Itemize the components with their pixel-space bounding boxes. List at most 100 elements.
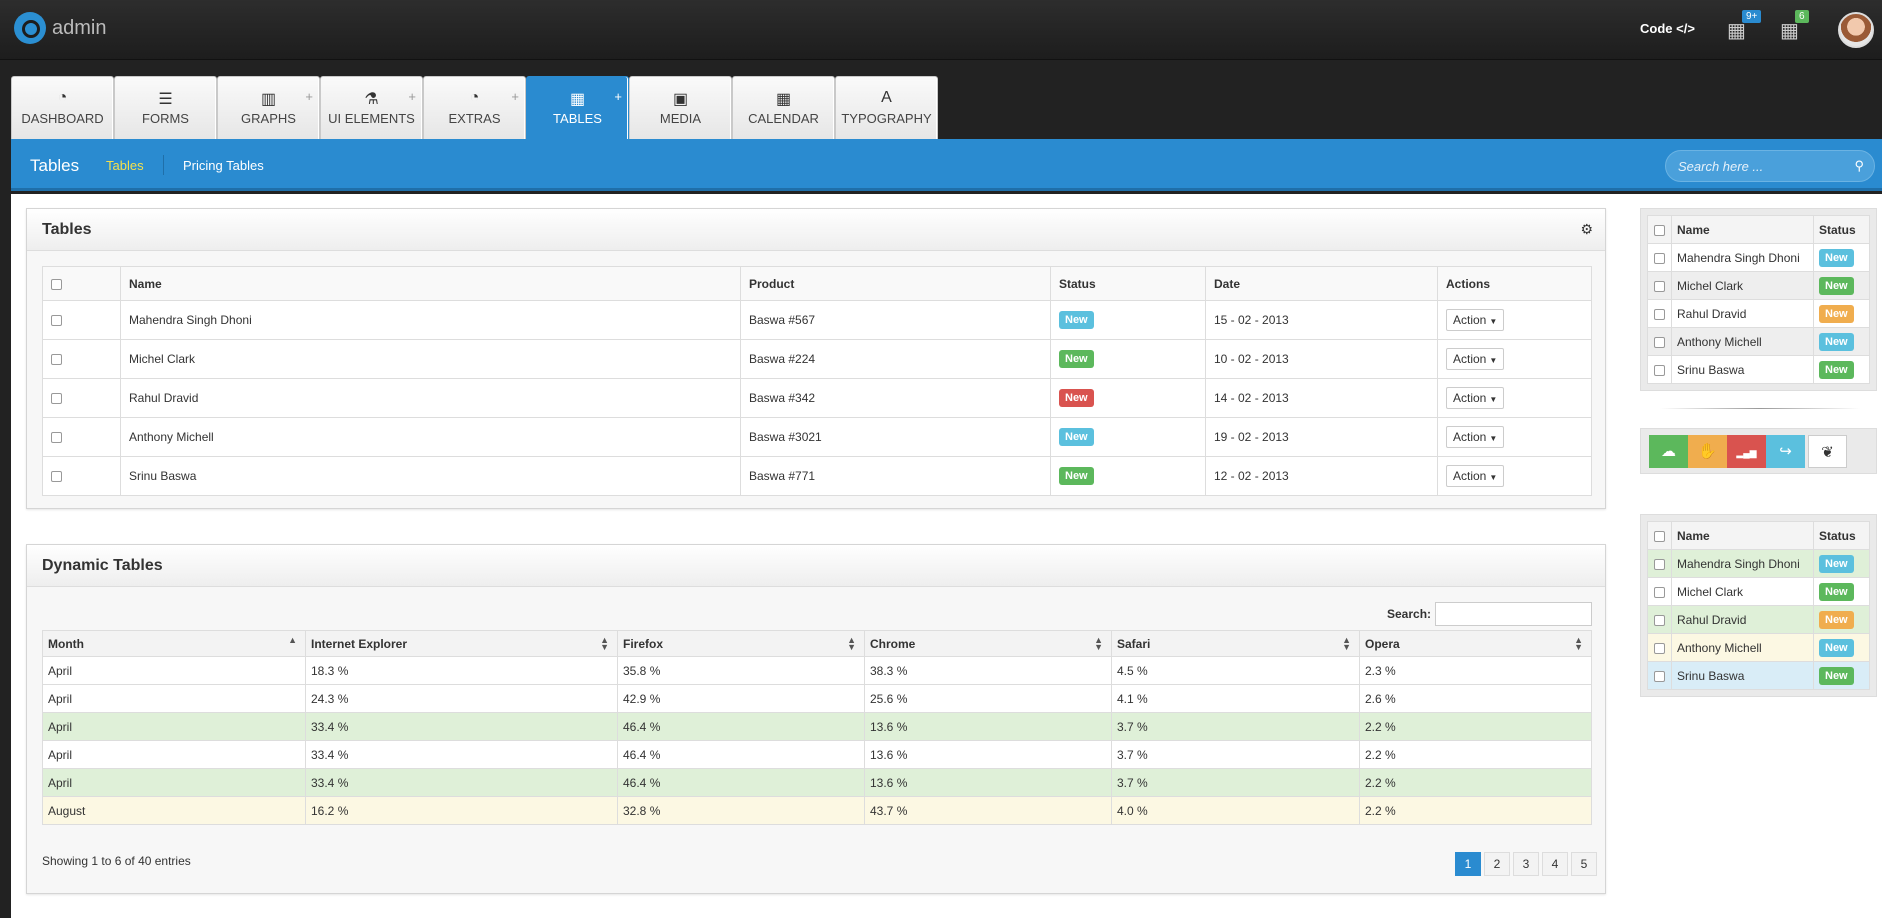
thumbs-down-button[interactable]: ✋ [1688, 435, 1727, 468]
tab-forms[interactable]: ☰ FORMS [114, 76, 217, 139]
action-dropdown-button[interactable]: Action ▼ [1446, 309, 1505, 331]
code-link[interactable]: Code </> [1640, 21, 1695, 36]
tab-label: MEDIA [659, 111, 702, 126]
logo[interactable]: admin [14, 12, 106, 44]
row-checkbox[interactable] [51, 315, 62, 327]
column-header-label: Safari [1117, 636, 1151, 651]
signal-icon: ▂▄▆ [1736, 448, 1757, 458]
row-checkbox[interactable] [51, 471, 62, 483]
row-status-cell: New [1813, 299, 1870, 328]
tab-dashboard[interactable]: ◔ DASHBOARD [11, 76, 114, 139]
table-header-row: Name Status [1647, 521, 1870, 550]
cell-internet-explorer: 24.3 % [305, 684, 618, 713]
select-all-cell [1647, 215, 1672, 244]
calendar-icon[interactable]: ▦ [1780, 20, 1799, 42]
column-header-status[interactable]: Status [1050, 266, 1206, 301]
row-name: Michel Clark [1671, 577, 1814, 606]
column-header-opera[interactable]: Opera ▲ ▼ [1359, 630, 1592, 657]
column-header-status[interactable]: Status [1813, 521, 1870, 550]
select-all-checkbox[interactable] [1654, 530, 1665, 542]
column-header-chrome[interactable]: Chrome ▲ ▼ [864, 630, 1112, 657]
flask-icon: ⚗ [364, 91, 379, 108]
table-row: Mahendra Singh Dhoni New [1647, 243, 1870, 272]
tab-ui-elements[interactable]: ⚗ UI ELEMENTS + [320, 76, 423, 139]
action-label: Action [1453, 469, 1487, 483]
cell-firefox: 42.9 % [617, 684, 865, 713]
row-checkbox[interactable] [1654, 364, 1665, 376]
leaf-button[interactable]: ❦ [1808, 435, 1847, 468]
sort-icon: ▲ ▼ [847, 635, 856, 652]
plus-icon[interactable]: + [305, 89, 313, 104]
tab-extras[interactable]: ◔ EXTRAS + [423, 76, 526, 139]
column-header-label: Chrome [870, 636, 916, 651]
action-dropdown-button[interactable]: Action ▼ [1446, 348, 1505, 370]
search-icon[interactable]: ⚲ [1854, 158, 1864, 173]
column-header-firefox[interactable]: Firefox ▲ ▼ [617, 630, 865, 657]
tab-media[interactable]: ▣ MEDIA [629, 76, 732, 139]
row-checkbox[interactable] [1654, 280, 1665, 292]
share-button[interactable]: ↪ [1766, 435, 1805, 468]
row-checkbox[interactable] [1654, 558, 1665, 570]
row-status-cell: New [1813, 661, 1870, 690]
cogs-icon[interactable]: ⚙ [1580, 221, 1593, 237]
tab-calendar[interactable]: ▦ CALENDAR [732, 76, 835, 139]
page-button-1[interactable]: 1 [1455, 852, 1481, 876]
plus-icon[interactable]: + [511, 89, 519, 104]
plus-icon[interactable]: + [408, 89, 416, 104]
row-select-cell [1647, 549, 1672, 578]
page-button-5[interactable]: 5 [1571, 852, 1597, 876]
column-header-safari[interactable]: Safari ▲ ▼ [1111, 630, 1360, 657]
plus-icon[interactable]: + [614, 89, 622, 104]
dynamic-search-input[interactable] [1435, 602, 1592, 626]
row-select-cell [1647, 327, 1672, 356]
page-button-2[interactable]: 2 [1484, 852, 1510, 876]
row-checkbox[interactable] [51, 393, 62, 405]
row-checkbox[interactable] [1654, 586, 1665, 598]
row-name: Michel Clark [120, 339, 741, 379]
column-header-name[interactable]: Name [1671, 521, 1814, 550]
cell-month: April [42, 768, 306, 797]
column-header-status[interactable]: Status [1813, 215, 1870, 244]
column-header-date[interactable]: Date [1205, 266, 1438, 301]
row-checkbox[interactable] [1654, 642, 1665, 654]
table-row: Michel Clark New [1647, 271, 1870, 300]
action-dropdown-button[interactable]: Action ▼ [1446, 387, 1505, 409]
row-checkbox[interactable] [1654, 336, 1665, 348]
row-checkbox[interactable] [1654, 252, 1665, 264]
icon-button-group: ☁ ✋ ▂▄▆ ↪ ❦ [1640, 428, 1877, 474]
row-checkbox[interactable] [1654, 308, 1665, 320]
page-button-3[interactable]: 3 [1513, 852, 1539, 876]
table-row: Rahul Dravid New [1647, 605, 1870, 634]
page-button-4[interactable]: 4 [1542, 852, 1568, 876]
film-icon[interactable]: ▦ [1727, 20, 1746, 42]
cloud-upload-button[interactable]: ☁ [1649, 435, 1688, 468]
subnav-link-tables[interactable]: Tables [106, 158, 144, 173]
row-checkbox[interactable] [51, 432, 62, 444]
thumbs-down-icon: ✋ [1698, 443, 1717, 460]
avatar[interactable] [1838, 12, 1874, 48]
column-header-name[interactable]: Name [1671, 215, 1814, 244]
select-all-checkbox[interactable] [1654, 224, 1665, 236]
action-dropdown-button[interactable]: Action ▼ [1446, 426, 1505, 448]
column-header-name[interactable]: Name [120, 266, 741, 301]
select-all-checkbox[interactable] [51, 278, 62, 290]
table-row: Srinu Baswa Baswa #771 New 12 - 02 - 2013 Ac… [42, 456, 1592, 496]
cell-opera: 2.3 % [1359, 656, 1592, 685]
tab-tables[interactable]: ▦ TABLES + [526, 76, 629, 139]
column-header-product[interactable]: Product [740, 266, 1051, 301]
row-checkbox[interactable] [1654, 614, 1665, 626]
search-input[interactable] [1678, 159, 1848, 174]
caret-down-icon: ▼ [1489, 434, 1498, 443]
tab-typography[interactable]: A TYPOGRAPHY [835, 76, 938, 139]
cell-firefox: 35.8 % [617, 656, 865, 685]
row-checkbox[interactable] [51, 354, 62, 366]
row-name: Rahul Dravid [120, 378, 741, 418]
row-checkbox[interactable] [1654, 670, 1665, 682]
tab-graphs[interactable]: ▥ GRAPHS + [217, 76, 320, 139]
column-header-month[interactable]: Month ▲ [42, 630, 306, 657]
action-dropdown-button[interactable]: Action ▼ [1446, 465, 1505, 487]
column-header-internet-explorer[interactable]: Internet Explorer ▲ ▼ [305, 630, 618, 657]
subnav-link-pricing-tables[interactable]: Pricing Tables [183, 158, 264, 173]
signal-button[interactable]: ▂▄▆ [1727, 435, 1766, 468]
